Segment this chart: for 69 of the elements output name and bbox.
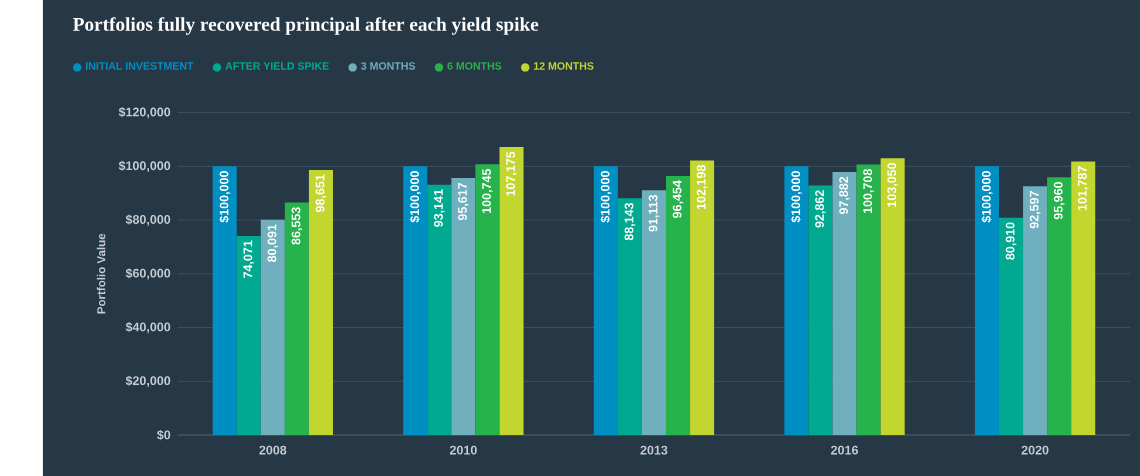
data-label: $100,000 — [981, 170, 993, 223]
data-label: 103,050 — [887, 162, 898, 207]
y-tick-label: $80,000 — [125, 214, 171, 226]
data-label: 93,141 — [434, 189, 445, 227]
legend-label: 6 MONTHS — [447, 62, 502, 70]
data-label: 100,708 — [863, 168, 874, 213]
legend-label: AFTER YIELD SPIKE — [225, 62, 329, 70]
data-label: 80,091 — [267, 224, 279, 262]
bar — [284, 202, 309, 435]
bar — [856, 164, 881, 435]
legend-label: 3 MONTHS — [361, 62, 416, 70]
bar — [427, 184, 452, 435]
bar — [475, 164, 500, 435]
data-label: 80,910 — [1005, 222, 1017, 260]
bar — [880, 157, 905, 435]
bar — [641, 190, 666, 435]
bar — [1023, 186, 1048, 435]
bar — [784, 166, 809, 435]
bar — [690, 160, 715, 435]
bar — [808, 185, 833, 435]
data-label: 95,617 — [458, 182, 469, 220]
chart-title: Portfolios fully recovered principal after each yield spike — [73, 16, 539, 35]
data-label: 88,143 — [624, 202, 636, 241]
y-axis-title: Portfolio Value — [96, 233, 106, 314]
y-tick-label: $0 — [156, 429, 171, 440]
bar — [665, 175, 691, 435]
data-label: 92,597 — [1029, 190, 1041, 229]
data-label: 97,882 — [839, 176, 850, 214]
x-tick-label: 2010 — [449, 445, 477, 455]
y-tick-label: $40,000 — [125, 321, 171, 333]
x-tick-label: 2008 — [259, 445, 287, 455]
data-label: 98,651 — [315, 174, 327, 212]
bar — [236, 235, 261, 435]
bar — [1047, 177, 1072, 435]
data-label: 86,553 — [291, 206, 303, 245]
y-tick-label: $60,000 — [125, 268, 171, 280]
y-tick-label: $100,000 — [118, 160, 171, 172]
x-tick-label: 2013 — [640, 445, 668, 455]
data-label: $100,000 — [409, 170, 421, 223]
data-label: 92,862 — [815, 190, 826, 228]
bar — [499, 146, 524, 435]
data-label: 102,198 — [696, 164, 708, 209]
bar — [451, 177, 476, 435]
x-tick-label: 2016 — [831, 445, 858, 455]
data-label: 91,113 — [648, 194, 660, 232]
bar — [403, 166, 428, 435]
legend-label: INITIAL INVESTMENT — [86, 62, 194, 70]
bar — [260, 219, 285, 435]
bar — [617, 198, 642, 435]
bar — [1071, 161, 1096, 435]
data-label: 74,071 — [243, 240, 255, 278]
legend-label: 12 MONTHS — [533, 62, 594, 70]
data-label: $100,000 — [219, 170, 231, 223]
data-label: $100,000 — [600, 170, 612, 223]
bar — [999, 217, 1024, 435]
bar — [832, 171, 857, 435]
data-label: 101,787 — [1077, 166, 1089, 211]
bar — [974, 166, 999, 435]
x-tick-label: 2020 — [1021, 445, 1049, 455]
y-tick-label: $20,000 — [125, 375, 171, 387]
data-label: 95,960 — [1053, 181, 1065, 220]
data-label: 96,454 — [672, 179, 684, 218]
data-label: $100,000 — [790, 170, 803, 223]
bar — [593, 166, 618, 435]
y-tick-label: $120,000 — [118, 106, 171, 119]
data-label: 107,175 — [506, 151, 517, 196]
bar — [308, 169, 333, 435]
data-label: 100,745 — [482, 168, 493, 213]
bar — [212, 166, 237, 435]
